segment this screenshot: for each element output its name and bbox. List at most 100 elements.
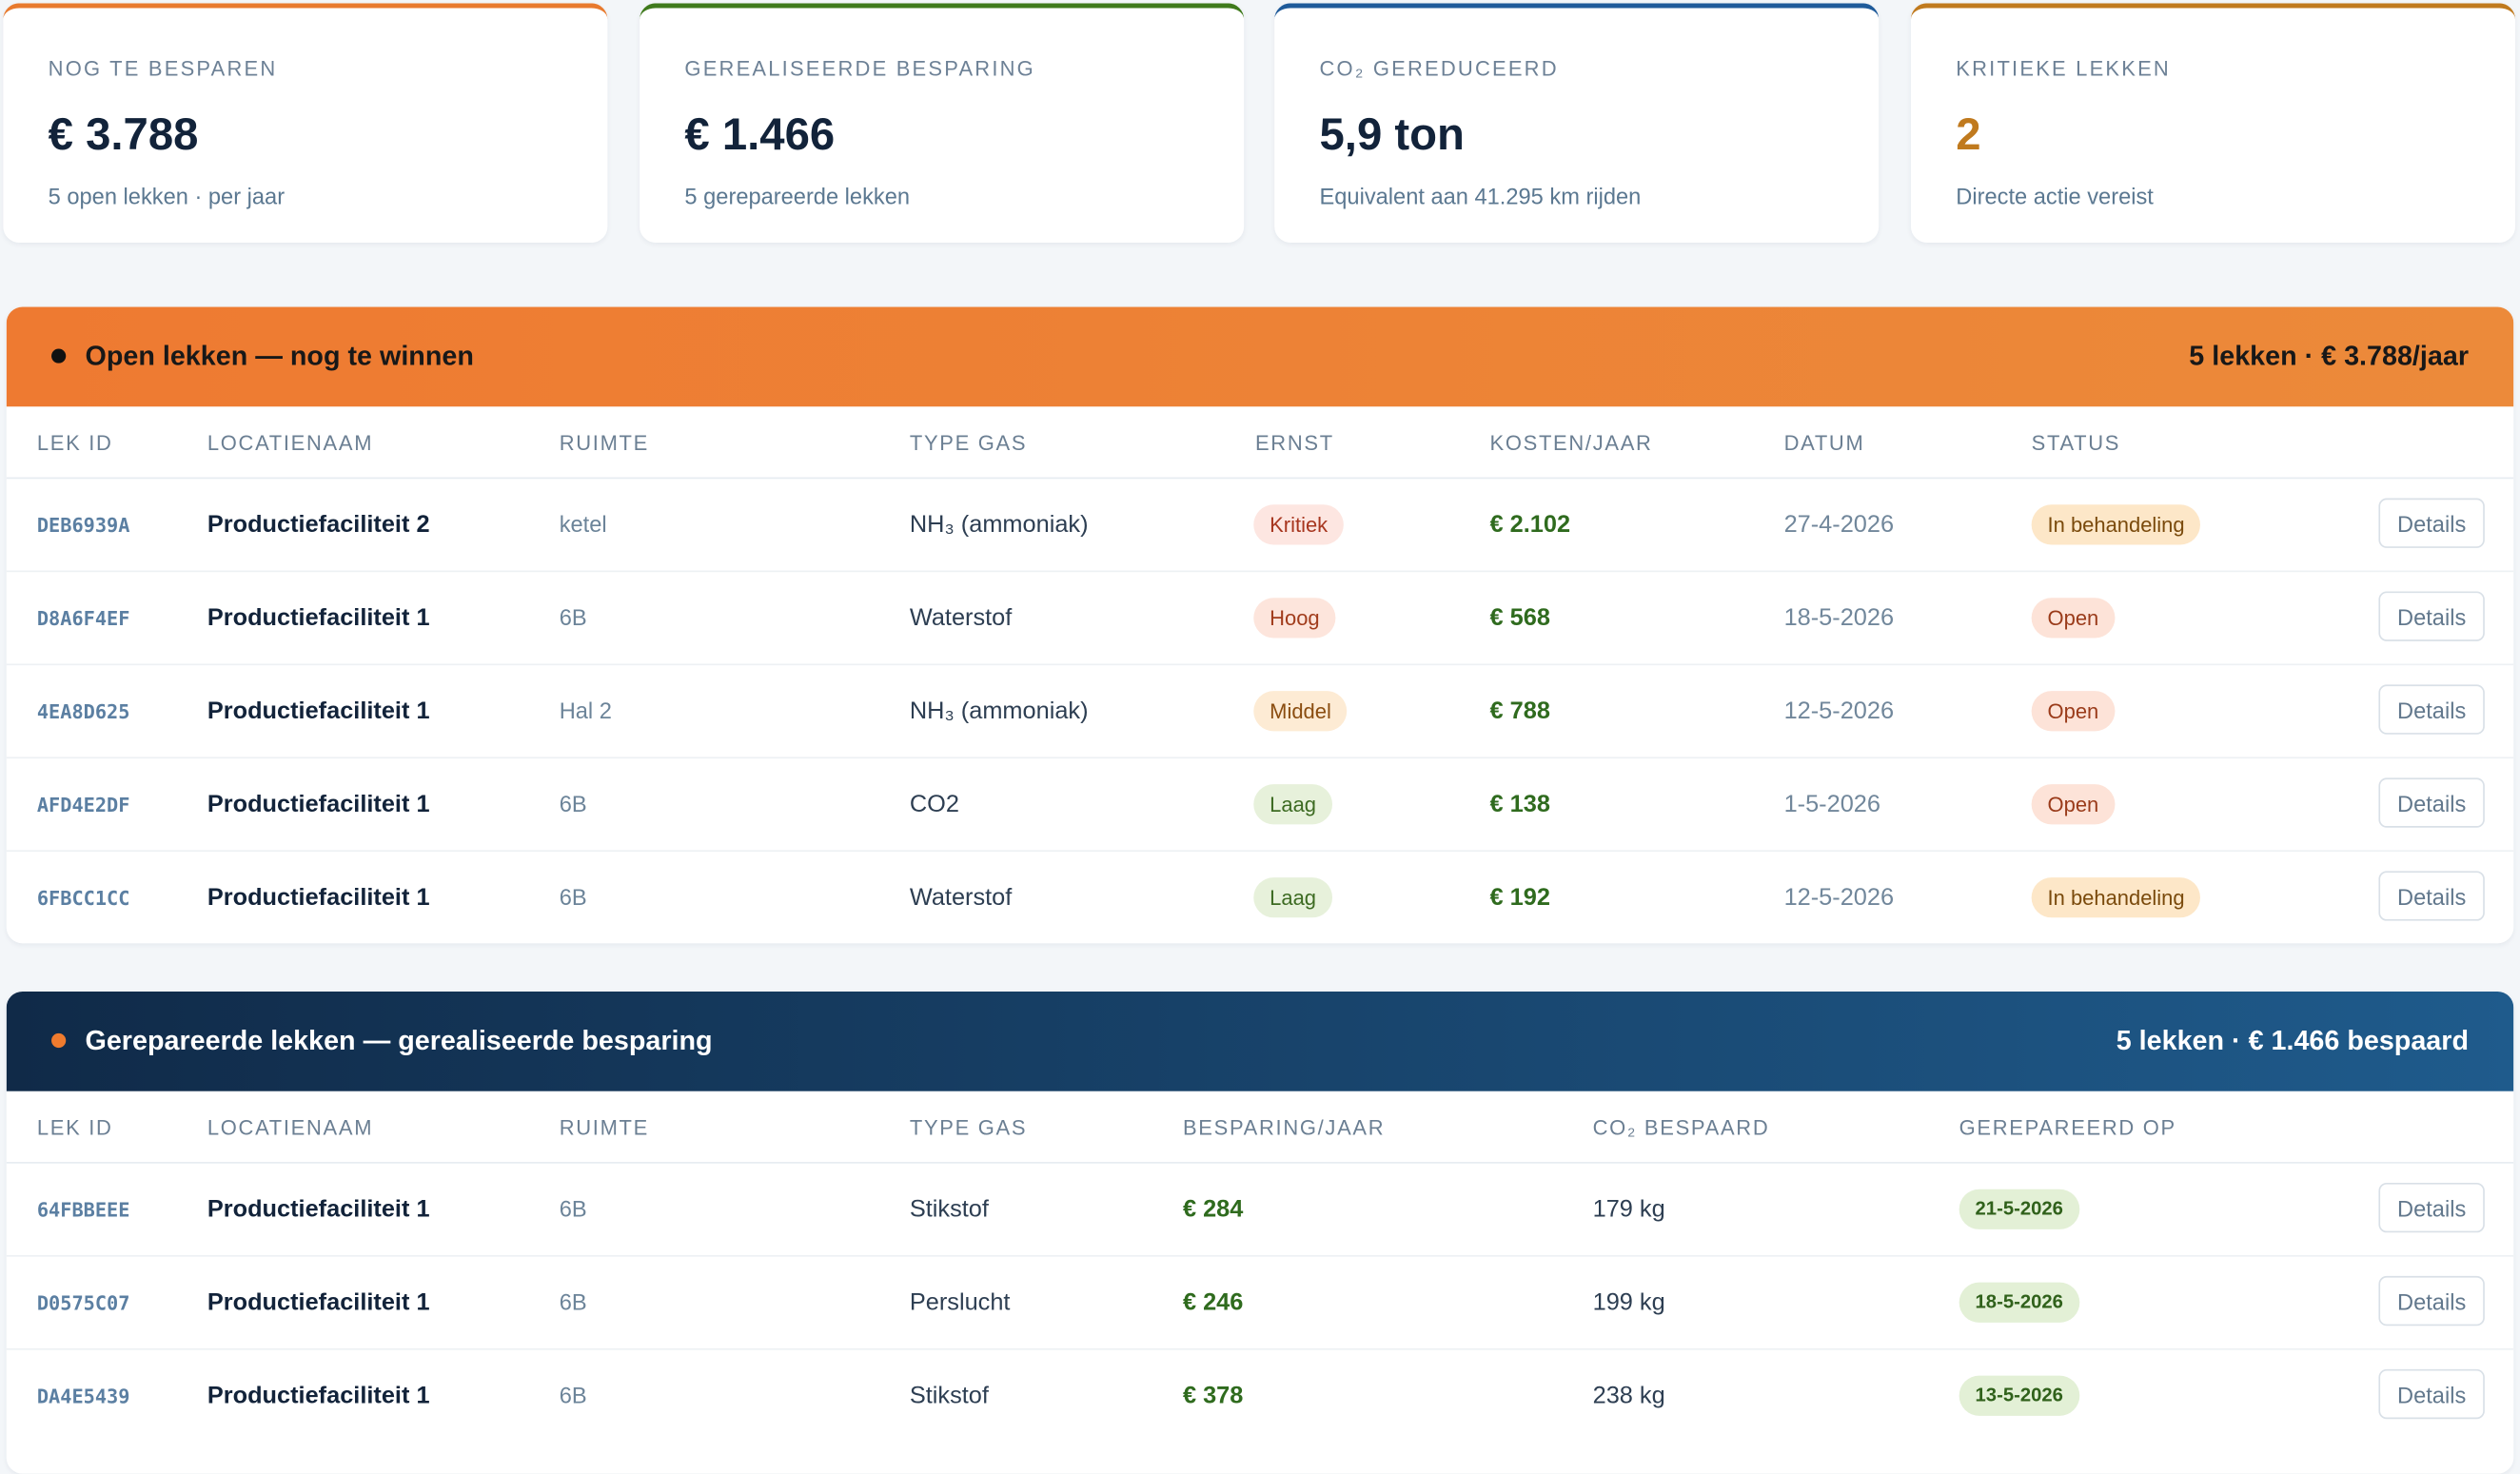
- table-row[interactable]: 4EA8D625 Productiefaciliteit 1 Hal 2 NH₃ (a…: [6, 665, 2514, 759]
- details-button[interactable]: Details: [2378, 1182, 2485, 1233]
- kpi-label: Gerealiseerde besparing: [684, 56, 1035, 81]
- details-button[interactable]: Details: [2378, 1275, 2485, 1327]
- gas-type: CO2: [909, 790, 959, 818]
- cost-per-year: € 788: [1489, 697, 1550, 725]
- details-button[interactable]: Details: [2378, 871, 2485, 921]
- kpi-subtext: 5 open lekken · per jaar: [48, 183, 285, 209]
- col-header-room[interactable]: Ruimte: [559, 430, 650, 455]
- room: 6B: [559, 883, 587, 910]
- table-row[interactable]: AFD4E2DF Productiefaciliteit 1 6B CO2 Laag € …: [6, 758, 2514, 853]
- gas-type: Stikstof: [909, 1195, 989, 1224]
- gas-type: Stikstof: [909, 1382, 989, 1410]
- col-header-repaired-on[interactable]: Gerepareerd op: [1959, 1115, 2176, 1140]
- details-button[interactable]: Details: [2378, 591, 2485, 641]
- col-header-cost[interactable]: Kosten/jaar: [1489, 430, 1653, 455]
- kpi-row: Nog te besparen € 3.788 5 open lekken · …: [0, 0, 2520, 305]
- leak-id[interactable]: DEB6939A: [36, 514, 130, 538]
- location-name: Productiefaciliteit 1: [207, 697, 430, 725]
- panel-summary: 5 lekken · € 1.466 bespaard: [2116, 1025, 2469, 1056]
- details-button[interactable]: Details: [2378, 1368, 2485, 1420]
- bullet-icon: [51, 1032, 67, 1049]
- gas-type: NH₃ (ammoniak): [909, 697, 1089, 725]
- severity-badge: Kritiek: [1253, 504, 1345, 545]
- leak-date: 12-5-2026: [1783, 883, 1895, 912]
- col-header-gas[interactable]: Type gas: [909, 1115, 1028, 1140]
- kpi-label: Nog te besparen: [48, 56, 278, 81]
- table-row[interactable]: 6FBCC1CC Productiefaciliteit 1 6B Waterstof…: [7, 852, 2514, 943]
- kpi-value: 2: [1956, 108, 1981, 160]
- details-button[interactable]: Details: [2378, 498, 2485, 548]
- leak-id[interactable]: AFD4E2DF: [36, 794, 130, 816]
- table-row[interactable]: DA4E5439 Productiefaciliteit 1 6B Stikstof €…: [7, 1350, 2514, 1442]
- co2-saved: 179 kg: [1592, 1195, 1665, 1224]
- col-header-id[interactable]: Lek ID: [36, 430, 113, 455]
- location-name: Productiefaciliteit 1: [207, 1288, 430, 1317]
- table-header: Lek ID Locatienaam Ruimte Type gas Bespa…: [6, 1091, 2514, 1164]
- table-header: Lek ID Locatienaam Ruimte Type gas Ernst…: [6, 406, 2514, 480]
- kpi-subtext: 5 gerepareerde lekken: [684, 183, 911, 209]
- table-row[interactable]: DEB6939A Productiefaciliteit 2 ketel NH₃ (a…: [6, 479, 2514, 573]
- table-row[interactable]: D8A6F4EF Productiefaciliteit 1 6B Waterstof…: [6, 572, 2514, 666]
- table-row[interactable]: 64FBBEEE Productiefaciliteit 1 6B Stikstof €…: [6, 1164, 2514, 1257]
- details-button[interactable]: Details: [2378, 684, 2485, 735]
- leak-date: 18-5-2026: [1783, 603, 1895, 632]
- room: 6B: [559, 603, 587, 631]
- panel-title: Open lekken — nog te winnen: [85, 341, 474, 372]
- repaired-leaks-header: Gerepareerde lekken — gerealiseerde besp…: [6, 991, 2514, 1091]
- leak-id[interactable]: D8A6F4EF: [36, 607, 130, 631]
- open-leaks-header: Open lekken — nog te winnen 5 lekken · €…: [6, 306, 2514, 407]
- col-header-id[interactable]: Lek ID: [36, 1115, 113, 1140]
- kpi-subtext: Equivalent aan 41.295 km rijden: [1319, 183, 1642, 209]
- saving-per-year: € 246: [1182, 1288, 1244, 1317]
- cost-per-year: € 2.102: [1489, 511, 1571, 539]
- repaired-leaks-panel: Gerepareerde lekken — gerealiseerde besp…: [6, 991, 2514, 1474]
- leak-id[interactable]: DA4E5439: [36, 1385, 130, 1408]
- open-leaks-table-body: DEB6939A Productiefaciliteit 2 ketel NH₃ (a…: [6, 479, 2514, 943]
- details-button[interactable]: Details: [2378, 777, 2485, 828]
- leak-id[interactable]: 6FBCC1CC: [36, 887, 130, 910]
- kpi-card-realized-savings: Gerealiseerde besparing € 1.466 5 gerepa…: [640, 3, 1245, 244]
- co2-saved: 238 kg: [1592, 1382, 1665, 1410]
- repaired-date-badge: 13-5-2026: [1959, 1375, 2079, 1416]
- kpi-label: Kritieke lekken: [1956, 56, 2171, 81]
- co2-saved: 199 kg: [1592, 1288, 1665, 1317]
- severity-badge: Middel: [1253, 691, 1348, 732]
- col-header-co2[interactable]: CO₂ bespaard: [1592, 1115, 1770, 1140]
- cost-per-year: € 192: [1489, 883, 1550, 912]
- leak-date: 1-5-2026: [1783, 790, 1880, 818]
- gas-type: NH₃ (ammoniak): [909, 511, 1089, 539]
- table-row[interactable]: D0575C07 Productiefaciliteit 1 6B Perslucht…: [6, 1257, 2514, 1350]
- leak-id[interactable]: 64FBBEEE: [36, 1198, 130, 1222]
- room: 6B: [559, 1382, 587, 1408]
- gas-type: Perslucht: [909, 1288, 1011, 1317]
- leak-date: 27-4-2026: [1783, 511, 1895, 539]
- col-header-room[interactable]: Ruimte: [559, 1115, 650, 1140]
- open-leaks-panel: Open lekken — nog te winnen 5 lekken · €…: [6, 306, 2514, 944]
- kpi-card-open-savings: Nog te besparen € 3.788 5 open lekken · …: [3, 3, 608, 244]
- col-header-location[interactable]: Locatienaam: [207, 430, 374, 455]
- bullet-icon: [51, 348, 67, 364]
- col-header-severity[interactable]: Ernst: [1254, 430, 1334, 455]
- location-name: Productiefaciliteit 1: [207, 1195, 430, 1224]
- room: 6B: [559, 1288, 587, 1315]
- cost-per-year: € 138: [1489, 790, 1550, 818]
- severity-badge: Laag: [1253, 784, 1332, 825]
- kpi-card-co2-reduced: CO₂ gereduceerd 5,9 ton Equivalent aan 4…: [1274, 3, 1880, 244]
- col-header-saving[interactable]: Besparing/jaar: [1182, 1115, 1386, 1140]
- leak-id[interactable]: 4EA8D625: [36, 700, 130, 723]
- gas-type: Waterstof: [909, 883, 1013, 912]
- gas-type: Waterstof: [909, 603, 1013, 632]
- cost-per-year: € 568: [1489, 603, 1550, 632]
- col-header-date[interactable]: Datum: [1783, 430, 1865, 455]
- kpi-value: € 3.788: [48, 108, 199, 160]
- col-header-gas[interactable]: Type gas: [909, 430, 1028, 455]
- location-name: Productiefaciliteit 1: [207, 1382, 430, 1410]
- location-name: Productiefaciliteit 1: [207, 603, 430, 632]
- status-badge: In behandeling: [2031, 877, 2201, 918]
- repaired-leaks-table-body: 64FBBEEE Productiefaciliteit 1 6B Stikstof €…: [6, 1164, 2514, 1442]
- col-header-status[interactable]: Status: [2031, 430, 2121, 455]
- leak-id[interactable]: D0575C07: [36, 1291, 130, 1315]
- kpi-subtext: Directe actie vereist: [1956, 183, 2154, 209]
- col-header-location[interactable]: Locatienaam: [207, 1115, 374, 1140]
